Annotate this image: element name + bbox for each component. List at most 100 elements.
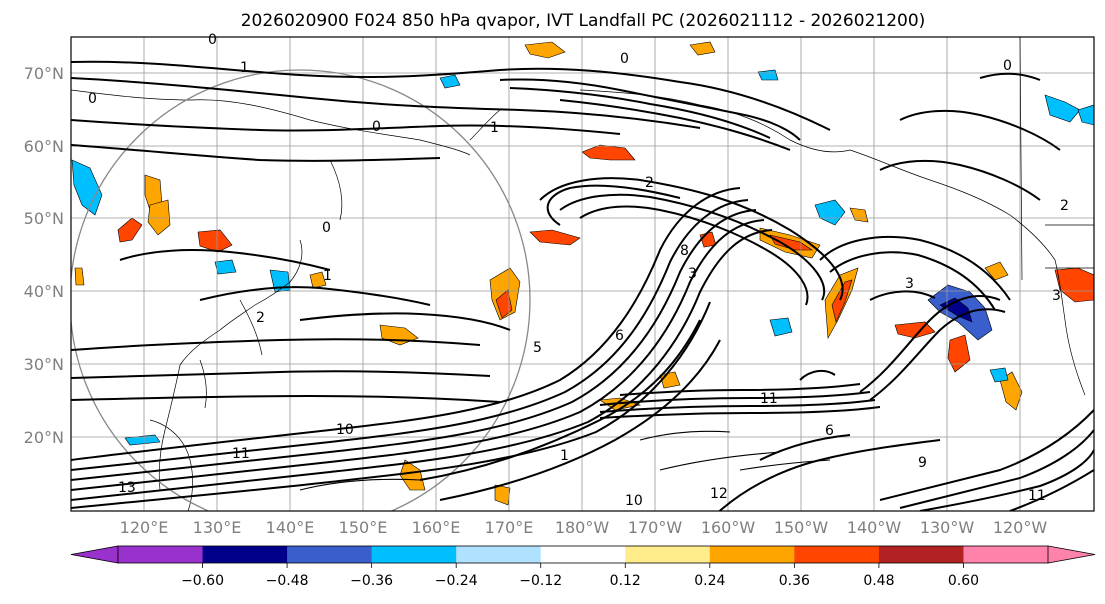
colorbar-tick-label: −0.36 <box>350 573 393 589</box>
colorbar-bin <box>794 546 880 563</box>
contour-label: 11 <box>232 446 250 462</box>
colorbar-tick-label: −0.24 <box>435 573 478 589</box>
lon-label: 160°E <box>412 518 461 537</box>
contour-label: 5 <box>533 340 542 356</box>
map-title: 2026020900 F024 850 hPa qvapor, IVT Land… <box>241 11 926 31</box>
anomaly-patch <box>769 317 793 337</box>
contour-label: 6 <box>825 423 834 439</box>
map-background <box>71 37 1094 511</box>
contour-label: 11 <box>1028 488 1046 504</box>
shaded-anomalies <box>71 41 1094 506</box>
anomaly-patch <box>74 267 85 286</box>
colorbar-tick-label: 0.24 <box>694 573 725 589</box>
anomaly-patch <box>947 334 971 373</box>
lat-label: 50°N <box>24 209 64 228</box>
colorbar-bin <box>878 546 964 563</box>
colorbar-tick-label: 0.48 <box>863 573 894 589</box>
lat-label: 40°N <box>24 282 64 301</box>
anomaly-patch <box>529 229 581 246</box>
lon-label: 140°W <box>847 518 902 537</box>
colorbar <box>70 545 1096 564</box>
colorbar-bin <box>202 546 288 563</box>
contour-label: 8 <box>680 243 689 259</box>
lon-label: 170°E <box>485 518 534 537</box>
contour-label: 1 <box>240 60 249 76</box>
colorbar-bin <box>625 546 711 563</box>
anomaly-patch <box>309 271 327 289</box>
anomaly-patch <box>124 434 161 446</box>
ivt-contours <box>71 60 1094 511</box>
contour-label: 1 <box>323 268 332 284</box>
colorbar-tick-label: −0.60 <box>181 573 224 589</box>
contour-label: 3 <box>688 266 697 282</box>
longitude-labels: 120°E 130°E 140°E 150°E 160°E 170°E 180°… <box>120 518 1048 537</box>
anomaly-patch <box>71 159 103 216</box>
colorbar-bin <box>371 546 457 563</box>
lat-label: 70°N <box>24 64 64 83</box>
anomaly-patch <box>849 207 869 223</box>
lat-label: 30°N <box>24 355 64 374</box>
anomaly-patch <box>769 234 813 251</box>
colorbar-bin <box>456 546 542 563</box>
colorbar-bin <box>287 546 373 563</box>
contour-label: 13 <box>118 480 136 496</box>
colorbar-bin <box>118 546 204 563</box>
anomaly-patch <box>214 259 237 275</box>
contour-label: 3 <box>1052 288 1061 304</box>
anomaly-patch <box>495 289 513 319</box>
anomaly-patch <box>117 217 143 243</box>
anomaly-patch <box>147 199 171 236</box>
anomaly-patch <box>197 229 233 253</box>
contour-label: 0 <box>88 91 97 107</box>
colorbar-tick-label: −0.48 <box>266 573 309 589</box>
contour-label: 11 <box>760 391 778 407</box>
colorbar-extend-min <box>70 545 119 564</box>
anomaly-patch <box>1044 94 1081 123</box>
contour-label: 0 <box>1003 58 1012 74</box>
anomaly-patch <box>399 459 426 491</box>
anomaly-patch <box>1077 104 1094 126</box>
colorbar-tick-label: 0.12 <box>610 573 641 589</box>
contour-label: 2 <box>645 175 654 191</box>
contour-label: 3 <box>905 276 914 292</box>
colorbar-tick-label: 0.60 <box>948 573 979 589</box>
anomaly-patch <box>984 261 1009 281</box>
map-panel: 0 1 0 0 1 0 2 0 1 0 2 3 3 5 6 8 10 11 13… <box>70 32 1095 512</box>
contour-label: 1 <box>560 448 569 464</box>
map-frame <box>70 36 1095 512</box>
contour-label: 6 <box>615 328 624 344</box>
colorbar-frame <box>117 545 1049 564</box>
contour-label: 0 <box>620 51 629 67</box>
anomaly-patch <box>581 144 636 161</box>
colorbar-tick-labels: −0.60 −0.48 −0.36 −0.24 −0.12 0.12 0.24 0.36 0.4… <box>181 563 979 589</box>
lon-label: 150°W <box>774 518 829 537</box>
lon-label: 150°E <box>339 518 388 537</box>
distance-ring <box>71 69 531 511</box>
anomaly-patch <box>989 367 1009 383</box>
contour-label: 12 <box>710 486 728 502</box>
lon-label: 170°W <box>628 518 683 537</box>
lat-label: 20°N <box>24 428 64 447</box>
ivt-contours-thin <box>299 430 831 491</box>
colorbar-tick-label: 0.36 <box>779 573 810 589</box>
lon-label: 140°E <box>266 518 315 537</box>
contour-label: 0 <box>372 119 381 135</box>
lon-label: 120°W <box>993 518 1048 537</box>
anomaly-patch <box>524 41 566 59</box>
lon-label: 160°W <box>701 518 756 537</box>
contour-labels: 0 1 0 0 1 0 2 0 1 0 2 3 3 5 6 8 10 11 13… <box>88 32 1069 509</box>
colorbar-bin <box>963 546 1049 563</box>
contour-label: 9 <box>918 455 927 471</box>
colorbar-tick-label: −0.12 <box>519 573 562 589</box>
lon-label: 120°E <box>120 518 169 537</box>
contour-label: 10 <box>625 493 643 509</box>
anomaly-patch <box>814 199 846 226</box>
contour-label: 2 <box>256 310 265 326</box>
colorbar-extend-max <box>1047 545 1096 564</box>
anomaly-patch <box>757 69 779 81</box>
lon-label: 130°W <box>920 518 975 537</box>
lon-label: 180°W <box>555 518 610 537</box>
anomaly-patch <box>689 41 716 56</box>
contour-label: 2 <box>1060 198 1069 214</box>
